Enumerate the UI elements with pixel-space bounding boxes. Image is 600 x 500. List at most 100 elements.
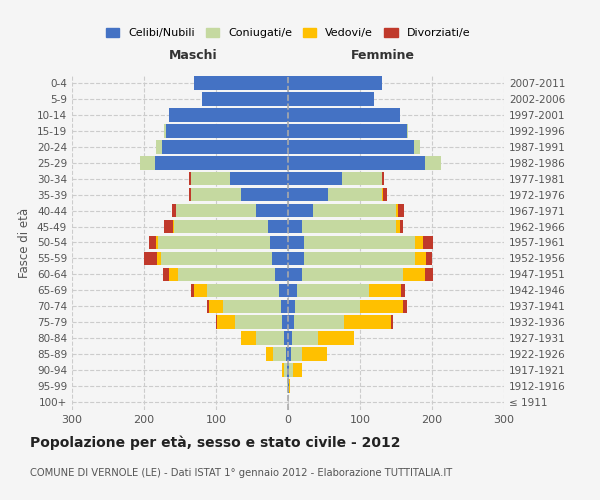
Bar [414,140,420,153]
Bar [288,316,294,329]
Bar [176,204,256,218]
Bar [288,252,304,265]
Bar [294,316,344,329]
Bar [328,188,382,202]
Bar [288,268,302,281]
Bar [360,300,403,313]
Bar [288,380,289,393]
Bar [288,220,302,234]
Bar [302,268,403,281]
Bar [173,220,174,234]
Bar [291,348,302,361]
Bar [206,300,209,313]
Bar [241,188,288,202]
Bar [288,188,328,202]
Text: Popolazione per età, sesso e stato civile - 2012: Popolazione per età, sesso e stato civil… [30,435,401,450]
Bar [342,172,382,186]
Bar [230,172,288,186]
Bar [282,364,284,377]
Bar [281,300,288,313]
Bar [156,140,162,153]
Bar [426,252,432,265]
Bar [149,236,156,250]
Bar [194,284,208,297]
Bar [158,236,270,250]
Bar [382,188,383,202]
Bar [304,236,415,250]
Bar [391,316,393,329]
Y-axis label: Fasce di età: Fasce di età [19,208,31,278]
Bar [266,348,273,361]
Bar [396,204,398,218]
Bar [188,188,191,202]
Bar [178,268,275,281]
Bar [241,332,256,345]
Bar [169,268,178,281]
Bar [287,364,288,377]
Bar [284,364,287,377]
Bar [284,332,288,345]
Bar [401,284,404,297]
Bar [368,284,401,297]
Bar [403,268,425,281]
Bar [256,332,284,345]
Bar [161,252,272,265]
Bar [163,268,169,281]
Bar [398,204,404,218]
Legend: Celibi/Nubili, Coniugati/e, Vedovi/e, Divorziati/e: Celibi/Nubili, Coniugati/e, Vedovi/e, Di… [101,24,475,43]
Bar [164,220,173,234]
Bar [288,332,292,345]
Bar [415,252,426,265]
Bar [407,124,408,138]
Bar [288,284,296,297]
Bar [302,348,327,361]
Bar [288,364,289,377]
Bar [191,284,194,297]
Bar [194,76,288,90]
Bar [289,380,290,393]
Bar [162,140,288,153]
Bar [295,300,360,313]
Bar [288,76,382,90]
Bar [317,332,353,345]
Bar [425,268,433,281]
Bar [288,140,414,153]
Bar [190,172,191,186]
Bar [293,364,302,377]
Bar [156,236,158,250]
Bar [422,236,433,250]
Bar [382,172,384,186]
Bar [286,348,288,361]
Bar [296,284,368,297]
Bar [191,172,230,186]
Bar [202,92,288,106]
Bar [235,316,282,329]
Bar [268,220,288,234]
Bar [288,236,304,250]
Bar [217,316,235,329]
Bar [304,252,415,265]
Bar [166,124,288,138]
Bar [172,204,176,218]
Bar [282,316,288,329]
Bar [209,300,223,313]
Bar [288,156,425,170]
Bar [144,252,157,265]
Bar [208,284,280,297]
Bar [425,156,440,170]
Bar [164,124,166,138]
Bar [157,252,161,265]
Bar [288,172,342,186]
Bar [169,108,288,122]
Bar [223,300,281,313]
Bar [288,92,374,106]
Bar [288,124,407,138]
Bar [415,236,422,250]
Bar [383,188,386,202]
Bar [288,108,400,122]
Bar [288,300,295,313]
Bar [155,156,288,170]
Bar [292,332,317,345]
Bar [344,316,391,329]
Bar [287,380,288,393]
